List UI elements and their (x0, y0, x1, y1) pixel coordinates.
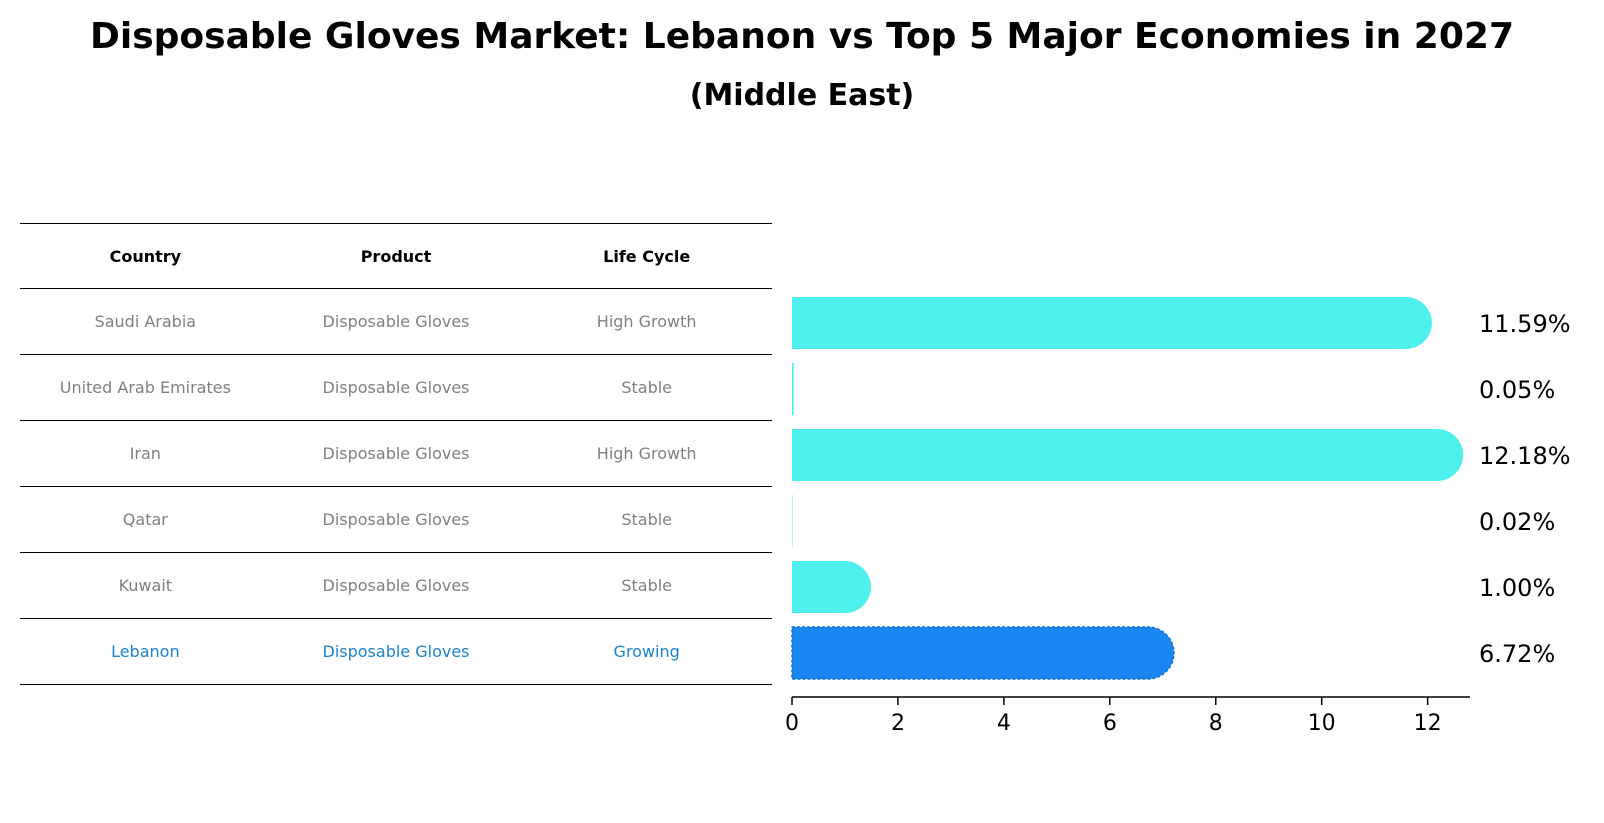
life-cycle-cell: High Growth (596, 312, 697, 331)
table-row: Kuwait Disposable Gloves Stable (20, 553, 772, 619)
life-cycle-cell: Stable (621, 576, 673, 595)
x-tick-label: 8 (1209, 711, 1223, 736)
country-cell: Lebanon (111, 642, 180, 661)
bar (792, 561, 871, 613)
bar (792, 297, 1432, 349)
table-row: United Arab Emirates Disposable Gloves S… (20, 355, 772, 421)
life-cycle-cell: Growing (613, 642, 680, 661)
table-row: Saudi Arabia Disposable Gloves High Grow… (20, 289, 772, 355)
product-cell: Disposable Gloves (322, 642, 470, 661)
country-cell: United Arab Emirates (59, 378, 231, 397)
x-tick-label: 0 (785, 711, 799, 736)
value-label: 11.59% (1479, 310, 1571, 338)
bar (792, 495, 793, 547)
header-product: Product (360, 246, 432, 266)
x-tick-label: 4 (997, 711, 1011, 736)
country-cell: Qatar (122, 510, 168, 529)
life-cycle-cell: High Growth (596, 444, 697, 463)
header-life-cycle: Life Cycle (603, 246, 691, 266)
x-tick-label: 10 (1308, 711, 1336, 736)
country-cell: Iran (129, 444, 161, 463)
table-row-highlighted: Lebanon Disposable Gloves Growing (20, 619, 772, 685)
bar (792, 429, 1464, 481)
table-row: Qatar Disposable Gloves Stable (20, 487, 772, 553)
chart-subtitle: (Middle East) (689, 78, 915, 113)
value-label: 0.02% (1479, 508, 1555, 536)
product-cell: Disposable Gloves (322, 510, 470, 529)
bar (791, 626, 1175, 680)
table-header-row: Country Product Life Cycle (20, 223, 772, 289)
chart-title: Disposable Gloves Market: Lebanon vs Top… (90, 16, 1514, 57)
product-cell: Disposable Gloves (322, 444, 470, 463)
info-table: Country Product Life Cycle Saudi Arabia … (20, 223, 772, 685)
x-tick-label: 6 (1103, 711, 1117, 736)
value-label: 0.05% (1479, 376, 1555, 404)
x-tick-label: 12 (1414, 711, 1442, 736)
value-label: 6.72% (1479, 640, 1555, 668)
value-label: 12.18% (1479, 442, 1571, 470)
bar (792, 363, 794, 415)
life-cycle-cell: Stable (621, 378, 673, 397)
country-cell: Saudi Arabia (94, 312, 197, 331)
value-label: 1.00% (1479, 574, 1555, 602)
product-cell: Disposable Gloves (322, 576, 470, 595)
product-cell: Disposable Gloves (322, 312, 470, 331)
x-tick-label: 2 (891, 711, 905, 736)
table-row: Iran Disposable Gloves High Growth (20, 421, 772, 487)
country-cell: Kuwait (118, 576, 173, 595)
life-cycle-cell: Stable (621, 510, 673, 529)
header-country: Country (109, 246, 182, 266)
product-cell: Disposable Gloves (322, 378, 470, 397)
